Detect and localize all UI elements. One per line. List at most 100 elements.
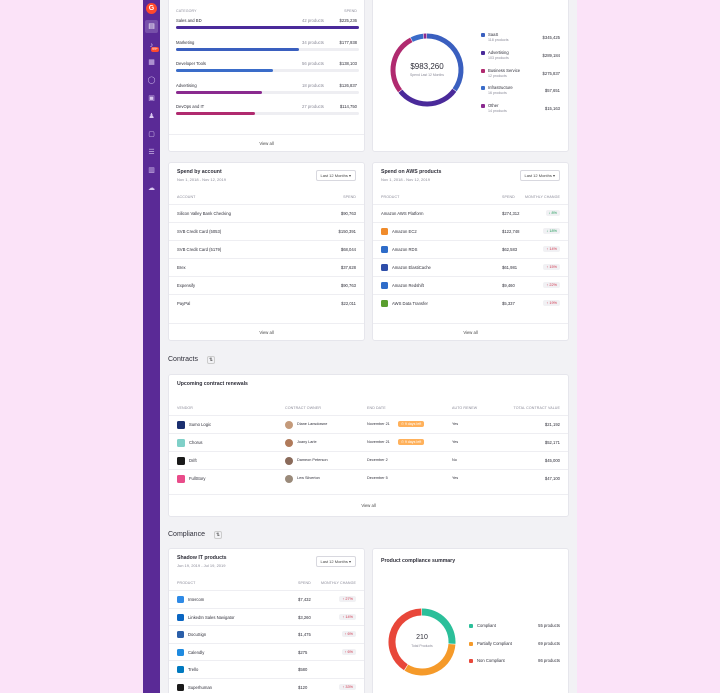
view-all-link[interactable]: View all [169, 323, 364, 340]
donut-segment-saas[interactable] [426, 33, 464, 92]
notification-badge: 99+ [151, 47, 159, 52]
col-change: MONTHLY CHANGE [320, 581, 356, 585]
col-product: PRODUCT [381, 195, 400, 199]
category-row[interactable]: Developer Tools 56 products $138,103 [169, 60, 364, 80]
account-row[interactable]: Brex $37,628 [169, 258, 364, 276]
aws-product-row[interactable]: Amazon ElastiCache $61,981 ↑ 15% [373, 258, 568, 276]
shadow-product-row[interactable]: Calendly $275 ↑ 6% [169, 642, 364, 661]
bell-icon[interactable]: ♪ [149, 42, 154, 49]
product-name: Amazon RDS [392, 247, 418, 252]
view-all-link[interactable]: View all [169, 134, 364, 151]
spend-bar-track [176, 47, 359, 51]
category-name: Advertising [176, 82, 197, 88]
account-row[interactable]: PayPal $22,011 [169, 294, 364, 312]
users-icon[interactable]: ♟ [148, 113, 155, 120]
product-spend: $5,337 [502, 301, 515, 306]
contract-row[interactable]: Chorus Joany Larle November 21 ⏱ 9 days lef… [169, 433, 568, 451]
donut-segment-partially-compliant[interactable] [404, 643, 456, 676]
legend-swatch [481, 50, 485, 55]
list-icon[interactable]: ☰ [148, 149, 155, 156]
donut-segment-business-service[interactable] [390, 37, 413, 93]
compliance-summary-card: Product compliance summary 210 Total Pro… [372, 548, 569, 693]
circle-icon[interactable]: ◯ [147, 77, 156, 84]
cloud-icon[interactable]: ☁ [148, 185, 155, 192]
shadow-product-row[interactable]: Intercom $7,432 ↑ 27% [169, 590, 364, 608]
shadow-product-row[interactable]: DocuSign $1,475 ↑ 6% [169, 625, 364, 643]
aws-product-row[interactable]: Amazon Redshift $9,460 ↑ 22% [373, 276, 568, 294]
legend-count: 14 products [488, 109, 507, 114]
period-dropdown[interactable]: Last 12 Months ▾ [315, 170, 356, 181]
account-row[interactable]: SVB Credit Card (5179) $68,044 [169, 240, 364, 258]
legend-value: $275,837 [542, 70, 560, 76]
account-row[interactable]: Expensify $90,763 [169, 276, 364, 294]
col-product: PRODUCT [177, 581, 196, 585]
arrow-up-icon: ↑ [546, 301, 550, 305]
product-logo [177, 613, 184, 621]
period-dropdown[interactable]: Last 12 Months ▾ [315, 556, 356, 567]
chevron-down-icon: ▾ [348, 559, 351, 564]
account-name: SVB Credit Card (5053) [177, 229, 222, 234]
col-end-date: END DATE [367, 406, 386, 410]
donut-segment-non-compliant[interactable] [388, 608, 422, 671]
contract-row[interactable]: Drift Dameon Peterson December 2 No $45,000 [169, 451, 568, 469]
change-badge: ↑ 22% [543, 282, 560, 288]
g2-logo[interactable]: G [146, 3, 157, 14]
filter-icon[interactable]: ⇅ [207, 356, 215, 364]
spend-donut-chart [390, 33, 464, 107]
aws-product-row[interactable]: Amazon AWS Platform $274,312 ↓ 8% [373, 204, 568, 222]
donut-segment-compliant[interactable] [421, 608, 456, 644]
card-title: Spend on AWS products [381, 169, 442, 175]
shadow-product-row[interactable]: Trello $580 [169, 660, 364, 678]
legend-name: Advertising [488, 49, 509, 55]
view-all-link[interactable]: View all [373, 323, 568, 340]
end-date: December 5 [367, 476, 388, 480]
account-row[interactable]: Silicon Valley Bank Checking $90,763 [169, 204, 364, 222]
aws-product-row[interactable]: Amazon EC2 $122,748 ↓ 18% [373, 222, 568, 240]
shadow-it-card: Shadow IT products Jun 19, 2019 - Jul 19… [168, 548, 365, 693]
spend-bar [176, 90, 262, 94]
category-row[interactable]: Marketing 34 products $177,938 [169, 39, 364, 59]
view-all-link[interactable]: View all [169, 494, 568, 516]
filter-icon[interactable]: ⇅ [214, 531, 222, 539]
account-row[interactable]: SVB Credit Card (5053) $150,391 [169, 222, 364, 240]
briefcase-icon[interactable]: ▢ [148, 131, 155, 138]
donut-segment-advertising[interactable] [398, 88, 457, 107]
contract-value: $45,000 [544, 458, 560, 463]
card-title: Product compliance summary [381, 558, 456, 564]
category-row[interactable]: Advertising 18 products $126,837 [169, 82, 364, 102]
shadow-product-row[interactable]: Superhuman $120 ↑ 33% [169, 677, 364, 693]
dropdown-value: Last 12 Months [524, 173, 552, 178]
grid-icon[interactable]: ▦ [148, 59, 155, 66]
col-auto-renew: AUTO RENEW [452, 406, 478, 410]
period-dropdown[interactable]: Last 12 Months ▾ [519, 170, 560, 181]
account-name: SVB Credit Card (5179) [177, 247, 222, 252]
category-spend: $225,236 [339, 18, 357, 23]
legend-swatch [481, 104, 485, 109]
arrow-down-icon: ↓ [548, 211, 552, 215]
spend-bar-track [176, 69, 359, 72]
account-name: Expensify [177, 283, 196, 288]
aws-product-row[interactable]: AWS Data Transfer $5,337 ↑ 19% [373, 294, 568, 312]
change-value: 14% [345, 614, 353, 619]
contract-row[interactable]: Sumo Logic Diane Lansdowne November 21 ⏱ 9 … [169, 415, 568, 433]
owner-name: Dameon Peterson [297, 458, 328, 462]
legend-name: Infrastructure [488, 85, 513, 91]
clipboard-icon[interactable]: ▣ [148, 95, 155, 102]
change-badge: ↑ 6% [341, 631, 356, 637]
contract-row[interactable]: FullStory Lew Silverton December 5 Yes $47,1… [169, 469, 568, 487]
donut-segment-infrastructure[interactable] [410, 33, 424, 42]
product-spend: $580 [298, 667, 308, 672]
section-title-compliance: Compliance [168, 531, 205, 538]
aws-products-card: Spend on AWS products Nov 1, 2018 - Nov … [372, 162, 569, 341]
dashboard-icon[interactable]: ▤ [145, 20, 158, 33]
shadow-product-row[interactable]: LinkedIn Sales Navigator $3,260 ↑ 14% [169, 607, 364, 626]
category-row[interactable]: DevOps and IT 27 products $114,750 [169, 103, 364, 123]
change-badge: ↓ 8% [545, 210, 560, 216]
product-logo [177, 683, 184, 691]
change-value: 8% [551, 211, 558, 215]
aws-product-row[interactable]: Amazon RDS $62,583 ↑ 14% [373, 240, 568, 258]
category-row[interactable]: Sales and BD 42 products $225,236 [169, 17, 364, 37]
table-icon[interactable]: ▥ [148, 167, 155, 174]
card-title: Upcoming contract renewals [177, 381, 248, 387]
legend-value: $289,184 [542, 52, 560, 58]
